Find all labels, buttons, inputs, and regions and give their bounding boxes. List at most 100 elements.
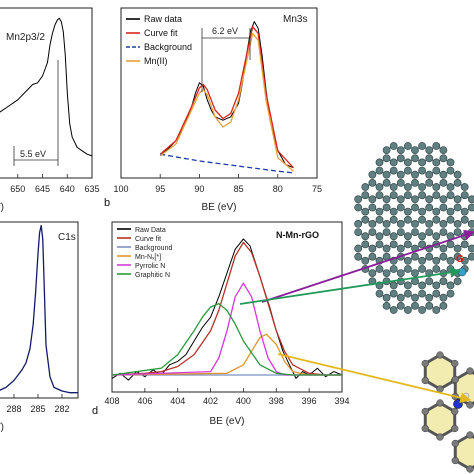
n1s-xtick-label: 402 [203, 396, 218, 406]
graphene-atom [382, 203, 391, 212]
graphene-atom [396, 154, 405, 163]
graphene-atom [460, 183, 469, 191]
mn2p-annotation-text: 5.5 eV [20, 149, 46, 159]
c1s-series-c1s [0, 224, 78, 394]
graphene-atom [418, 281, 427, 290]
fragment-nitrogen-atom [453, 399, 463, 409]
molecular-fragment [421, 351, 474, 473]
fragment-atom [421, 359, 429, 368]
mn3s-xtick-label: 100 [113, 184, 128, 194]
graphene-atom [375, 289, 384, 298]
graphene-atom [432, 191, 441, 200]
n1s-frame [111, 221, 343, 393]
n1s-plot: 408 406 404 402 400 398 396 394 [104, 238, 350, 406]
graphene-atom [368, 252, 377, 261]
graphene-atom [418, 215, 427, 224]
n1s-xtick-label: 394 [334, 396, 349, 406]
fragment-atom [451, 439, 459, 448]
graphene-atom [432, 183, 441, 191]
graphene-atom [361, 191, 370, 200]
graphene-atom [425, 195, 434, 204]
graphene-atom [382, 244, 391, 253]
graphene-atom [375, 183, 384, 191]
graphene-atom [382, 219, 391, 228]
c1s-xtick-label: 282 [54, 404, 69, 414]
n1s-xtick-label: 408 [104, 396, 119, 406]
graphene-atom [389, 191, 398, 200]
legend-label: Mn(II) [144, 56, 168, 66]
mn3s-xtick-label: 95 [155, 184, 165, 194]
graphene-atom [389, 166, 398, 175]
graphene-atom [418, 232, 427, 241]
fragment-ring-fill [425, 403, 455, 437]
graphene-atom [446, 166, 455, 175]
graphene-atom [432, 256, 441, 265]
fragment-atom [421, 376, 429, 385]
mn3s-panel-letter: b [104, 197, 110, 209]
graphene-atom [396, 203, 405, 212]
fragment-atom [451, 424, 459, 433]
mn3s-xtick-label: 75 [312, 184, 322, 194]
graphene-atom [368, 219, 377, 228]
graphene-atom [425, 178, 434, 187]
arrow-graphitic-n [239, 267, 462, 305]
n1s-series-mn-n- [111, 333, 342, 376]
graphene-atom [425, 228, 434, 236]
graphene-atom [389, 265, 398, 273]
graphene-atom [432, 281, 441, 290]
graphene-atom [425, 301, 434, 310]
graphene-atom [361, 240, 370, 249]
graphene-sheet [354, 142, 474, 314]
graphene-atom [368, 269, 377, 277]
graphene-atom [446, 207, 455, 216]
n1s-xtick-label: 396 [302, 396, 317, 406]
mn2p-frame [0, 7, 93, 179]
graphene-atom [439, 293, 448, 302]
graphene-atom [389, 215, 398, 224]
graphene-atom [467, 220, 474, 228]
graphene-atom [361, 215, 370, 224]
mn2p-xtick-label: 635 [84, 184, 99, 194]
graphene-atom [403, 289, 412, 298]
legend-label: Pyrrolic N [135, 263, 165, 270]
c1s-xtick-label: 285 [30, 404, 45, 414]
graphene-atom [425, 154, 434, 163]
graphene-atom [439, 228, 448, 236]
legend-label: Graphitic N [135, 272, 170, 279]
graphene-atom [446, 158, 455, 167]
graphene-atom [375, 191, 384, 200]
graphene-atom [354, 203, 363, 212]
graphene-atom [453, 178, 462, 187]
arrow-mnn-site [261, 229, 474, 303]
graphene-atom [396, 195, 405, 204]
n1s-xtick-label: 404 [170, 396, 185, 406]
graphene-atom [432, 265, 441, 273]
n1s-xtick-label: 398 [269, 396, 284, 406]
n1s-xlabel: BE (eV) [209, 416, 244, 427]
panel-n1s: 408 406 404 402 400 398 396 394 N-Mn-rGO d BE (… [92, 221, 350, 427]
graphene-atom [396, 293, 405, 302]
graphene-atom [460, 207, 469, 216]
graphene-atom [418, 183, 427, 191]
graphene-atom [432, 306, 441, 314]
graphene-atom [418, 191, 427, 200]
graphene-atom [425, 219, 434, 228]
graphene-atom [439, 195, 448, 204]
graphene-atom [453, 277, 462, 286]
graphene-atom [418, 265, 427, 273]
graphene-atom [411, 195, 419, 204]
fragment-atom [436, 433, 444, 441]
graphene-atom [446, 240, 455, 249]
arrow-pyrrolic-n [277, 353, 472, 403]
graphene-atom [375, 215, 384, 224]
graphene-atom [403, 256, 412, 265]
graphene-atom [382, 195, 391, 204]
graphene-atom [354, 252, 363, 261]
mn2p-xlabel: V) [0, 202, 4, 213]
graphene-atom [418, 256, 427, 265]
graphene-atom [375, 265, 384, 273]
graphene-atom [389, 306, 398, 314]
graphene-atom [453, 170, 462, 179]
graphene-atom [368, 170, 377, 179]
legend-label: Curve fit [135, 236, 161, 243]
